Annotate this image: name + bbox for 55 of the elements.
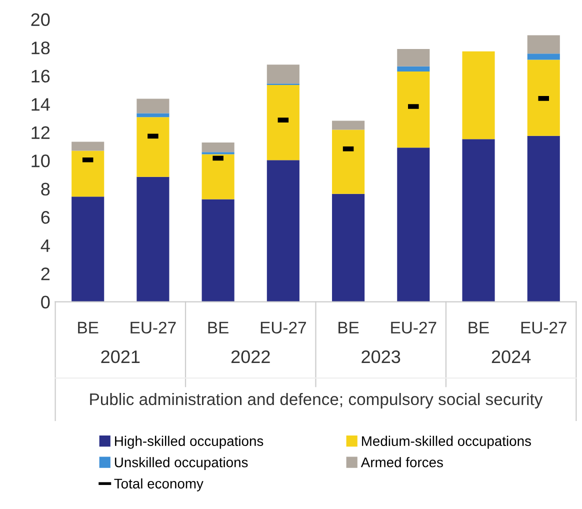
bar	[136, 176, 170, 302]
bar	[397, 49, 430, 66]
legend-label: Unskilled occupations	[114, 457, 248, 470]
bar	[72, 196, 104, 302]
bar	[462, 139, 495, 302]
x-tick-label: EU-27	[521, 322, 566, 334]
bar	[527, 35, 560, 54]
bar	[266, 85, 300, 160]
bar	[136, 113, 170, 118]
y-tick-label: 10	[32, 154, 50, 168]
x-tick-label: BE	[208, 322, 228, 334]
bar	[136, 117, 170, 177]
text: 2021	[101, 350, 140, 364]
bar	[266, 160, 300, 302]
bar	[72, 142, 104, 151]
x-axis-title: Public administration and defence; compulsory social security	[90, 392, 543, 408]
bar	[72, 150, 104, 197]
text: 2024	[492, 350, 531, 364]
x-tick-label: BE	[468, 322, 489, 334]
x-tick-label: EU-27	[260, 322, 306, 334]
bar	[136, 98, 170, 114]
bar	[527, 136, 560, 302]
bar	[332, 194, 365, 302]
bar	[527, 54, 560, 60]
bar	[397, 148, 430, 302]
y-tick-label: 12	[32, 126, 50, 139]
bar	[202, 142, 234, 152]
x-tick-label: EU-27	[130, 322, 176, 334]
bar	[202, 154, 234, 200]
legend-label: High-skilled occupations	[115, 436, 264, 449]
legend-label: Total economy	[114, 478, 204, 492]
y-tick-label: 6	[41, 211, 50, 224]
y-tick-label: 0	[41, 296, 50, 309]
bar	[332, 130, 365, 194]
bar	[462, 51, 495, 140]
bar	[527, 60, 560, 136]
text: 2023	[362, 350, 400, 364]
legend-label: Medium-skilled occupations	[362, 436, 531, 449]
x-tick-label: BE	[78, 322, 98, 334]
y-tick-label: 8	[41, 182, 50, 196]
bar	[332, 120, 365, 130]
text: 2022	[231, 350, 270, 364]
y-tick-label: 2	[41, 268, 50, 280]
bar	[397, 66, 430, 72]
y-tick-label: 20	[31, 13, 50, 26]
bar	[397, 71, 430, 148]
y-tick-label: 4	[40, 239, 50, 252]
y-tick-label: 14	[32, 98, 50, 111]
bar	[202, 199, 234, 302]
x-tick-label: BE	[338, 322, 359, 334]
x-tick-label: EU-27	[391, 322, 436, 334]
legend-label: Armed forces	[360, 457, 443, 468]
y-tick-label: 16	[32, 70, 50, 83]
y-tick-label: 18	[32, 42, 50, 54]
bar	[266, 64, 300, 84]
